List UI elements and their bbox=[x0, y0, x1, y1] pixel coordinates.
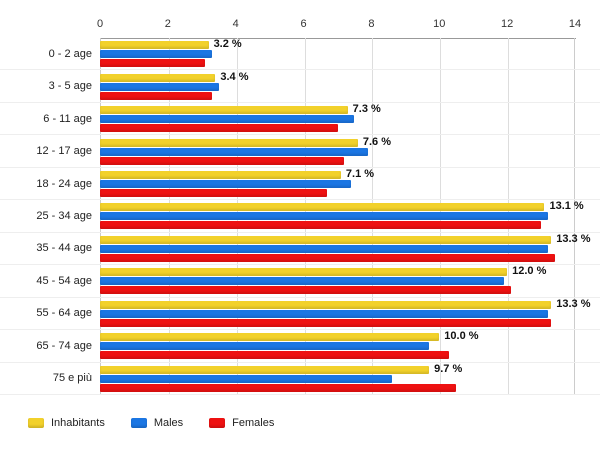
value-label: 13.3 % bbox=[556, 297, 591, 310]
bar-group: 13.3 % bbox=[100, 233, 591, 264]
category-label: 65 - 74 age bbox=[36, 339, 92, 352]
category-row: 25 - 34 age 13.1 % bbox=[0, 200, 600, 233]
bar-females bbox=[100, 156, 345, 165]
bar-males bbox=[100, 82, 219, 91]
x-axis-line bbox=[100, 38, 576, 39]
value-label: 7.6 % bbox=[362, 135, 391, 148]
bar-inhabitants bbox=[100, 41, 209, 50]
bar-males bbox=[100, 147, 369, 156]
bar-males bbox=[100, 342, 430, 351]
x-tick-label: 4 bbox=[232, 18, 239, 30]
bar-group: 3.4 % bbox=[100, 70, 575, 101]
bar-females bbox=[100, 253, 555, 262]
category-row: 35 - 44 age 13.3 % bbox=[0, 233, 600, 266]
bar-group: 9.7 % bbox=[100, 363, 575, 394]
category-label: 18 - 24 age bbox=[36, 177, 92, 190]
x-tick-label: 0 bbox=[96, 18, 104, 30]
x-tick-label: 12 bbox=[501, 18, 514, 30]
legend-item-females[interactable]: Females bbox=[209, 417, 274, 429]
value-label: 7.1 % bbox=[345, 168, 375, 181]
bar-group: 13.1 % bbox=[100, 200, 584, 231]
bar-group: 7.1 % bbox=[100, 168, 575, 199]
bar-inhabitants bbox=[100, 268, 508, 277]
value-label: 7.3 % bbox=[352, 103, 381, 116]
value-label: 10.0 % bbox=[444, 330, 479, 343]
category-row: 0 - 2 age 3.2 % bbox=[0, 38, 600, 71]
bar-inhabitants bbox=[100, 300, 552, 309]
legend-item-inhabitants[interactable]: Inhabitants bbox=[28, 417, 105, 429]
legend-label: Males bbox=[153, 417, 184, 429]
bar-inhabitants bbox=[100, 203, 545, 212]
bar-males bbox=[100, 277, 504, 286]
bar-males bbox=[100, 244, 548, 253]
bar-group: 12.0 % bbox=[100, 265, 575, 296]
category-label: 3 - 5 age bbox=[48, 80, 92, 93]
bar-group: 10.0 % bbox=[100, 330, 575, 361]
bar-males bbox=[100, 212, 548, 221]
bar-group: 13.3 % bbox=[100, 298, 591, 329]
bar-females bbox=[100, 91, 212, 100]
bar-females bbox=[100, 318, 552, 327]
bar-males bbox=[100, 50, 212, 59]
category-row: 6 - 11 age 7.3 % bbox=[0, 103, 600, 136]
value-label: 9.7 % bbox=[434, 362, 463, 375]
bar-inhabitants bbox=[100, 106, 348, 115]
x-axis: 0 2 4 6 8 10 12 14 bbox=[96, 18, 581, 34]
legend-swatch-icon bbox=[28, 418, 44, 428]
category-row: 12 - 17 age 7.6 % bbox=[0, 135, 600, 168]
legend-label: Inhabitants bbox=[51, 417, 105, 429]
value-label: 13.1 % bbox=[549, 200, 584, 213]
x-tick-label: 10 bbox=[433, 18, 446, 30]
category-row: 3 - 5 age 3.4 % bbox=[0, 70, 600, 103]
bar-inhabitants bbox=[100, 73, 216, 82]
bar-males bbox=[100, 309, 548, 318]
category-label: 35 - 44 age bbox=[36, 242, 92, 255]
category-label: 55 - 64 age bbox=[36, 307, 92, 320]
legend-swatch-icon bbox=[209, 418, 226, 428]
legend: Inhabitants Males Females bbox=[28, 413, 274, 433]
value-label: 3.2 % bbox=[213, 38, 242, 51]
bar-inhabitants bbox=[100, 171, 341, 180]
bar-rows: 0 - 2 age 3.2 % 3 - 5 age 3.4 % 6 - 11 age 7.… bbox=[0, 38, 600, 395]
legend-swatch-icon bbox=[130, 418, 147, 428]
legend-label: Females bbox=[232, 417, 275, 429]
x-tick-label: 8 bbox=[368, 18, 375, 30]
bar-inhabitants bbox=[100, 138, 358, 147]
bar-group: 7.6 % bbox=[100, 135, 575, 166]
value-label: 13.3 % bbox=[556, 232, 591, 245]
x-tick-label: 14 bbox=[568, 18, 582, 30]
category-row: 65 - 74 age 10.0 % bbox=[0, 330, 600, 363]
category-row: 18 - 24 age 7.1 % bbox=[0, 168, 600, 201]
category-row: 45 - 54 age 12.0 % bbox=[0, 265, 600, 298]
bar-inhabitants bbox=[100, 235, 552, 244]
category-label: 6 - 11 age bbox=[43, 112, 92, 125]
bar-group: 7.3 % bbox=[100, 103, 575, 134]
x-tick-label: 2 bbox=[164, 18, 171, 30]
category-label: 75 e più bbox=[52, 372, 92, 385]
bar-females bbox=[100, 383, 457, 392]
bar-females bbox=[100, 59, 206, 68]
category-row: 55 - 64 age 13.3 % bbox=[0, 298, 600, 331]
bar-inhabitants bbox=[100, 333, 440, 342]
bar-females bbox=[100, 189, 328, 198]
bar-females bbox=[100, 221, 542, 230]
legend-item-males[interactable]: Males bbox=[130, 417, 184, 429]
bar-females bbox=[100, 124, 338, 133]
bar-inhabitants bbox=[100, 365, 430, 374]
bar-females bbox=[100, 351, 450, 360]
bar-males bbox=[100, 374, 392, 383]
category-row: 75 e più 9.7 % bbox=[0, 363, 600, 395]
bar-group: 3.2 % bbox=[100, 38, 575, 69]
value-label: 3.4 % bbox=[220, 70, 249, 83]
category-label: 25 - 34 age bbox=[36, 209, 92, 222]
x-tick-label: 6 bbox=[300, 18, 307, 30]
category-label: 45 - 54 age bbox=[36, 274, 92, 287]
bar-males bbox=[100, 180, 352, 189]
category-label: 0 - 2 age bbox=[48, 47, 92, 60]
value-label: 12.0 % bbox=[512, 265, 547, 278]
category-label: 12 - 17 age bbox=[36, 145, 92, 158]
bar-males bbox=[100, 115, 355, 124]
bar-females bbox=[100, 286, 511, 295]
